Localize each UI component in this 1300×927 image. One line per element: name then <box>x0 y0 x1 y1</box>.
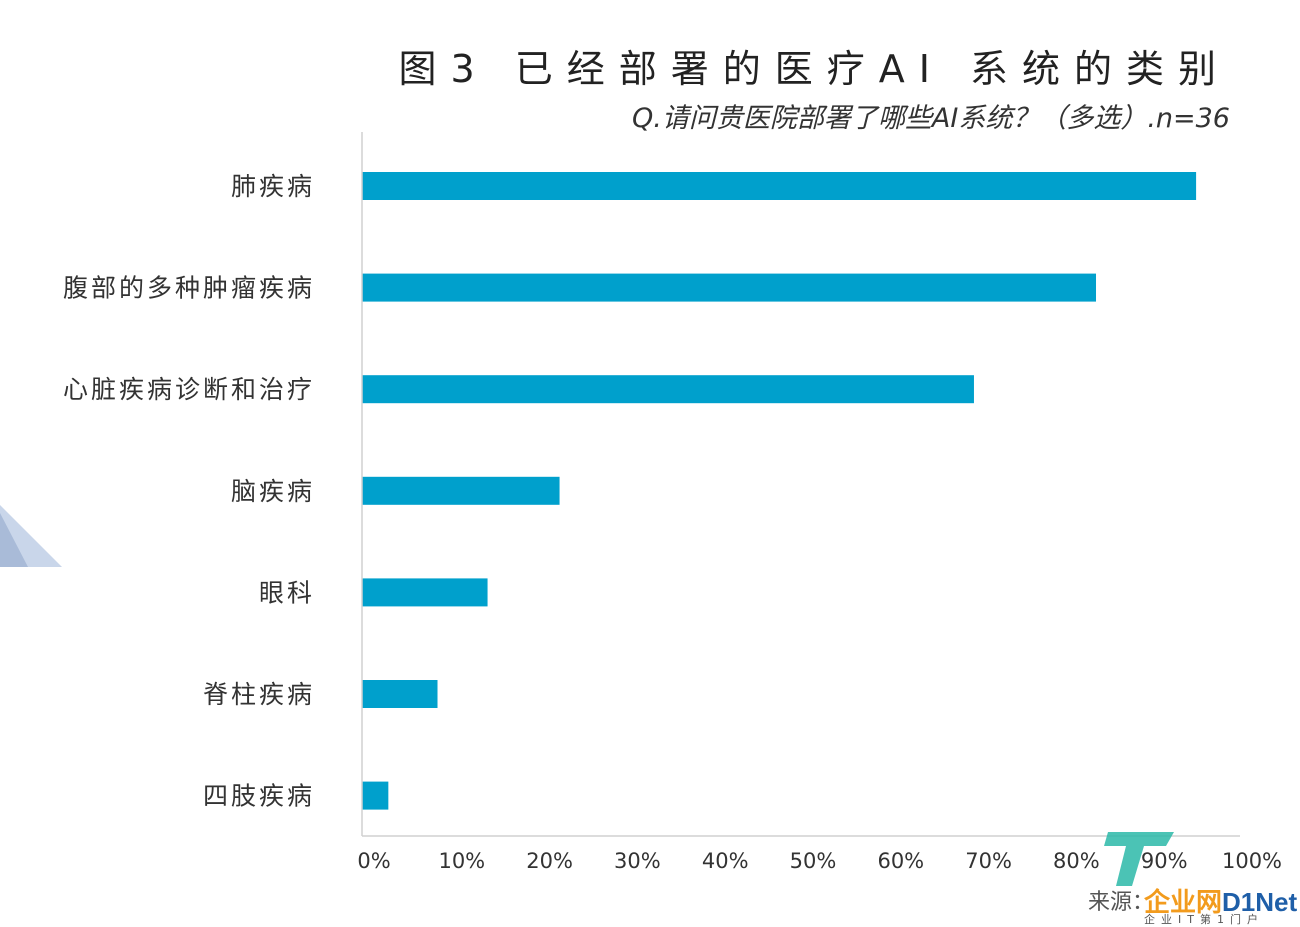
bar-6 <box>362 781 389 810</box>
x-tick-label-0: 0% <box>357 849 390 873</box>
category-label-4: 眼科 <box>259 578 315 607</box>
bar-2 <box>362 375 974 404</box>
x-tick-label-6: 60% <box>877 849 924 873</box>
source-label: 来源： <box>1088 890 1155 915</box>
x-tick-label-1: 10% <box>438 849 485 873</box>
x-tick-label-3: 30% <box>614 849 661 873</box>
watermark-brand-en: D1Net <box>1222 887 1298 917</box>
decorative-triangle <box>0 505 62 567</box>
category-label-5: 脊柱疾病 <box>203 680 315 709</box>
watermark-emblem <box>1104 832 1174 886</box>
x-tick-label-7: 70% <box>965 849 1012 873</box>
watermark-brand-cn: 企业网 <box>1144 887 1223 917</box>
x-tick-label-8: 80% <box>1053 849 1100 873</box>
chart-title: 图3 已经部署的医疗AI 系统的类别 <box>398 47 1230 91</box>
x-tick-label-5: 50% <box>790 849 837 873</box>
x-tick-label-4: 40% <box>702 849 749 873</box>
bar-5 <box>362 680 438 708</box>
category-label-2: 心脏疾病诊断和治疗 <box>63 375 315 404</box>
x-tick-label-2: 20% <box>526 849 573 873</box>
bar-1 <box>362 273 1097 302</box>
category-label-0: 肺疾病 <box>231 172 315 201</box>
category-label-1: 腹部的多种肿瘤疾病 <box>63 274 315 303</box>
category-label-6: 四肢疾病 <box>203 782 315 811</box>
category-label-3: 脑疾病 <box>231 477 315 506</box>
watermark-brand: 企业网D1Net <box>1144 882 1297 919</box>
bar-4 <box>362 578 488 607</box>
x-tick-label-9: 90% <box>1141 849 1188 873</box>
x-tick-label-10: 100% <box>1222 849 1282 873</box>
chart-subtitle: Q.请问贵医院部署了哪些AI系统？（多选）.n=36 <box>632 103 1230 134</box>
bar-0 <box>362 172 1197 200</box>
bar-3 <box>362 476 560 505</box>
watermark-tagline: 企业IT第1门户 <box>1144 913 1264 926</box>
watermark-logo: 企业网D1Net 企业IT第1门户 <box>1104 828 1297 926</box>
